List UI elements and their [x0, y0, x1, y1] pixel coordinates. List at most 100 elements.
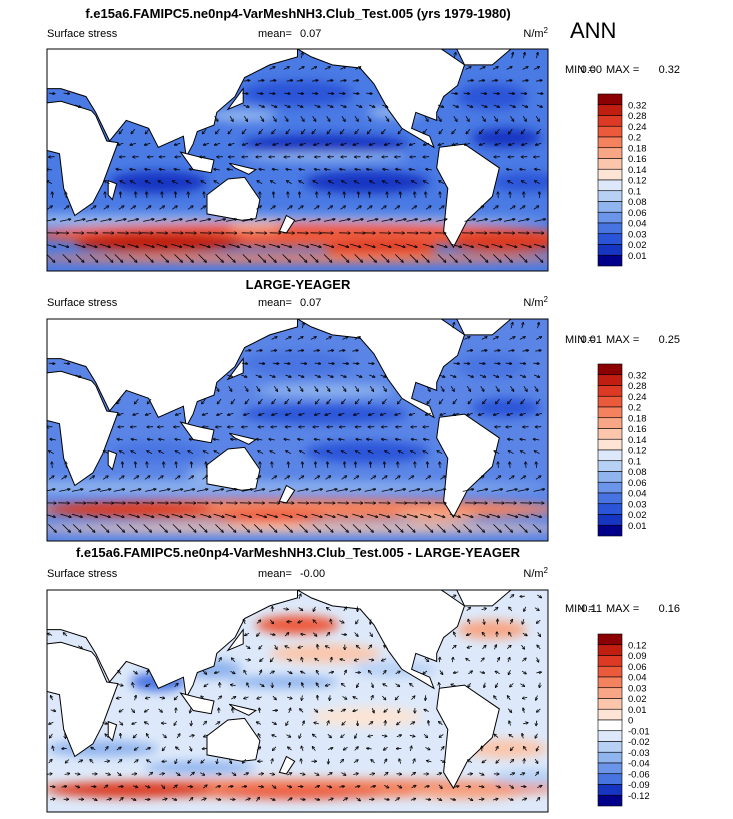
wind-vector: [260, 657, 264, 661]
wind-vector: [520, 243, 532, 247]
wind-vector: [273, 385, 277, 391]
wind-vector: [517, 513, 529, 517]
wind-vector: [130, 206, 136, 210]
wind-vector: [116, 169, 123, 170]
wind-vector: [532, 524, 541, 532]
wind-vector: [326, 80, 333, 81]
wind-vector: [313, 606, 315, 612]
wind-vector: [215, 722, 220, 725]
colorbar-box: [597, 201, 623, 213]
wind-vector: [287, 671, 293, 673]
colorbar-label: 0.14: [628, 165, 647, 176]
colorbar-box: [597, 655, 623, 667]
landmass: [729, 89, 733, 110]
wind-vector: [118, 206, 124, 210]
wind-vector: [509, 595, 514, 599]
wind-vector: [315, 413, 321, 415]
wind-vector: [283, 67, 289, 70]
colorbar-box: [597, 730, 623, 742]
wind-vector: [366, 93, 372, 94]
wind-vector: [47, 181, 53, 185]
wind-vector: [159, 697, 165, 698]
wind-vector: [158, 513, 170, 517]
wind-vector: [224, 513, 236, 517]
wind-vector: [367, 363, 374, 364]
wind-vector: [484, 682, 485, 688]
wind-vector: [357, 720, 358, 726]
wind-vector: [312, 524, 321, 532]
wind-vector: [86, 243, 97, 247]
wind-vector: [503, 219, 515, 222]
wind-vector: [437, 104, 444, 107]
wind-vector: [395, 683, 400, 687]
wind-vector: [504, 254, 512, 262]
wind-vector: [71, 513, 83, 517]
field-patch: [241, 350, 354, 377]
wind-vector: [317, 192, 318, 198]
wind-vector: [336, 489, 348, 492]
wind-vector: [48, 524, 56, 532]
wind-vector: [145, 206, 151, 210]
landmass: [107, 720, 118, 742]
wind-vector: [231, 697, 235, 700]
wind-vector: [494, 696, 498, 701]
wind-vector: [214, 115, 218, 121]
field-patch: [408, 786, 521, 800]
wind-vector: [286, 720, 289, 725]
wind-vector: [463, 524, 472, 532]
wind-vector: [244, 413, 250, 415]
landmass: [708, 718, 733, 761]
wind-vector: [244, 697, 249, 699]
wind-vector: [424, 657, 429, 661]
wind-vector: [116, 524, 125, 532]
wind-vector: [188, 192, 189, 198]
colorbar-label: 0.18: [628, 143, 647, 154]
wind-vector: [159, 524, 168, 532]
field-patch: [241, 134, 409, 154]
wind-vector: [426, 385, 430, 391]
wind-vector: [118, 413, 124, 415]
landmass: [107, 179, 118, 201]
wind-vector: [299, 594, 301, 599]
wind-vector: [255, 513, 267, 517]
wind-vector: [314, 439, 321, 440]
wind-vector: [356, 619, 359, 624]
wind-vector: [127, 219, 139, 222]
wind-vector: [217, 696, 222, 700]
wind-vector: [131, 451, 137, 455]
wind-vector: [509, 128, 513, 134]
wind-vector: [255, 374, 262, 377]
wind-vector: [287, 697, 292, 699]
wind-vector: [147, 670, 149, 676]
colorbar-box: [597, 762, 623, 775]
colorbar-label: 0.24: [628, 392, 647, 403]
wind-vector: [342, 385, 346, 391]
wind-vector: [130, 169, 136, 170]
colorbar-label: 0.04: [628, 673, 647, 684]
wind-vector: [62, 254, 71, 262]
wind-vector: [114, 254, 123, 262]
colorbar-label: 0.02: [628, 694, 647, 705]
wind-vector: [481, 104, 488, 107]
wind-vector: [253, 489, 265, 492]
wind-vector: [340, 659, 346, 660]
wind-vector: [271, 337, 277, 340]
wind-vector: [316, 670, 320, 675]
wind-vector: [328, 439, 334, 440]
wind-vector: [256, 350, 262, 351]
landmass: [179, 692, 215, 715]
wind-vector: [476, 524, 485, 532]
colorbar-label: -0.12: [628, 791, 650, 802]
field-patch: [457, 353, 528, 380]
wind-vector: [508, 670, 510, 675]
wind-vector: [356, 374, 362, 377]
wind-vector: [406, 524, 415, 532]
wind-vector: [99, 489, 111, 492]
colorbar-label: -0.02: [628, 737, 650, 748]
wind-vector: [191, 720, 192, 726]
wind-vector: [356, 104, 362, 107]
wind-vector: [465, 115, 469, 121]
wind-vector: [285, 398, 290, 404]
wind-vector: [171, 219, 182, 222]
wind-vector: [315, 451, 320, 455]
